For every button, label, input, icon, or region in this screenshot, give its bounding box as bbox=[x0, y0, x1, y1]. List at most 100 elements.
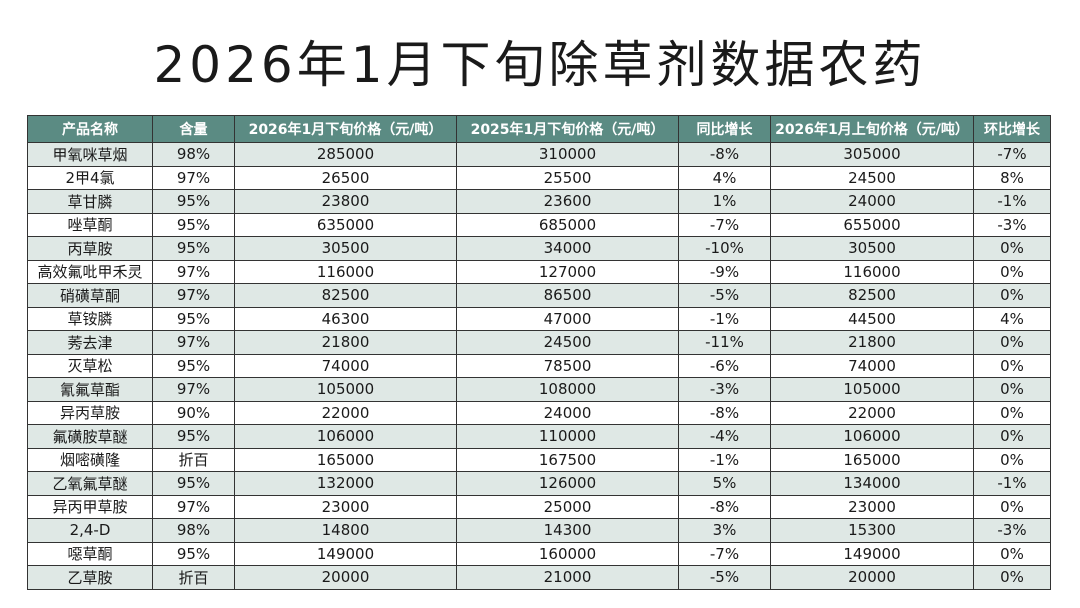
data-cell-text: 15300 bbox=[848, 521, 896, 540]
data-cell: 20000 bbox=[234, 565, 457, 590]
data-cell: 0% bbox=[973, 236, 1051, 261]
data-cell-text: -1% bbox=[997, 192, 1027, 211]
data-cell: 95% bbox=[152, 236, 235, 261]
data-cell-text: 116000 bbox=[843, 262, 901, 281]
data-cell: 126000 bbox=[456, 471, 679, 496]
data-cell: 甲氧咪草烟 bbox=[27, 142, 153, 167]
data-cell-text: 78500 bbox=[543, 356, 592, 375]
data-cell: -8% bbox=[678, 494, 771, 519]
data-cell: 莠去津 bbox=[27, 330, 153, 355]
data-cell: 110000 bbox=[456, 424, 679, 449]
data-cell: 14300 bbox=[456, 518, 679, 543]
data-cell-text: 异丙甲草胺 bbox=[52, 498, 128, 517]
header-cell-text: 含量 bbox=[179, 122, 208, 138]
data-cell: 44500 bbox=[770, 306, 974, 331]
data-cell: -7% bbox=[678, 212, 771, 237]
data-cell: 24000 bbox=[456, 400, 679, 425]
data-cell-text: 25000 bbox=[543, 497, 592, 516]
data-cell-text: 116000 bbox=[316, 262, 375, 281]
data-cell: 149000 bbox=[234, 541, 457, 566]
data-cell: 108000 bbox=[456, 377, 679, 402]
data-cell-text: 82500 bbox=[321, 286, 370, 305]
data-cell-text: 25500 bbox=[543, 168, 592, 187]
data-cell-text: 95% bbox=[176, 215, 211, 234]
data-cell-text: 165000 bbox=[316, 450, 375, 469]
data-cell-text: 3% bbox=[712, 521, 737, 540]
data-cell-text: 硝磺草酮 bbox=[59, 286, 120, 305]
data-cell: 4% bbox=[678, 165, 771, 190]
data-cell-text: 0% bbox=[1000, 497, 1024, 516]
data-cell-text: 21000 bbox=[543, 568, 592, 587]
data-cell-text: -6% bbox=[709, 356, 740, 375]
data-cell: -3% bbox=[973, 212, 1051, 237]
data-cell-text: 4% bbox=[712, 168, 737, 187]
data-cell: -11% bbox=[678, 330, 771, 355]
data-cell-text: 97% bbox=[176, 286, 211, 305]
data-cell-text: 97% bbox=[176, 168, 211, 187]
data-cell: 乙氧氟草醚 bbox=[27, 471, 153, 496]
data-cell: 23000 bbox=[234, 494, 457, 519]
data-cell-text: -3% bbox=[709, 380, 740, 399]
data-cell: 烟嘧磺隆 bbox=[27, 447, 153, 472]
data-cell-text: 285000 bbox=[316, 145, 375, 164]
data-cell: 折百 bbox=[152, 565, 235, 590]
data-cell-text: 105000 bbox=[843, 380, 901, 399]
data-cell-text: 655000 bbox=[843, 215, 901, 234]
data-cell-text: -11% bbox=[705, 333, 744, 352]
data-cell-text: 97% bbox=[176, 262, 211, 281]
data-cell: 异丙甲草胺 bbox=[27, 494, 153, 519]
data-cell-text: -8% bbox=[709, 403, 740, 422]
data-cell: 82500 bbox=[770, 283, 974, 308]
data-cell-text: 氰氟草酯 bbox=[59, 380, 120, 399]
data-cell: 165000 bbox=[770, 447, 974, 472]
data-cell-text: -1% bbox=[709, 450, 740, 469]
data-cell-text: 高效氟吡甲禾灵 bbox=[37, 263, 143, 282]
data-row: 异丙草胺 90% 22000 24000 -8% 22000 0% bbox=[27, 400, 1051, 425]
data-cell-text: 95% bbox=[176, 356, 211, 375]
data-cell-text: 莠去津 bbox=[67, 333, 113, 352]
data-cell-text: 95% bbox=[176, 427, 211, 446]
data-cell: 0% bbox=[973, 400, 1051, 425]
data-cell: 草铵膦 bbox=[27, 306, 153, 331]
data-cell: -7% bbox=[973, 142, 1051, 167]
data-cell: 噁草酮 bbox=[27, 541, 153, 566]
data-cell: 22000 bbox=[234, 400, 457, 425]
data-cell: 硝磺草酮 bbox=[27, 283, 153, 308]
data-cell-text: 110000 bbox=[538, 427, 597, 446]
data-cell: 高效氟吡甲禾灵 bbox=[27, 259, 153, 284]
data-cell-text: 46300 bbox=[321, 309, 370, 328]
data-cell: 86500 bbox=[456, 283, 679, 308]
data-cell-text: -3% bbox=[997, 521, 1027, 540]
data-cell: 97% bbox=[152, 330, 235, 355]
data-cell: 3% bbox=[678, 518, 771, 543]
data-cell: 95% bbox=[152, 541, 235, 566]
data-cell-text: 310000 bbox=[538, 145, 597, 164]
data-cell: 0% bbox=[973, 494, 1051, 519]
data-cell: 97% bbox=[152, 165, 235, 190]
data-cell: 5% bbox=[678, 471, 771, 496]
data-cell: 47000 bbox=[456, 306, 679, 331]
data-cell: 105000 bbox=[770, 377, 974, 402]
data-cell-text: 95% bbox=[176, 309, 211, 328]
data-row: 硝磺草酮 97% 82500 86500 -5% 82500 0% bbox=[27, 283, 1051, 308]
data-cell: 82500 bbox=[234, 283, 457, 308]
data-cell-text: 98% bbox=[176, 145, 211, 164]
data-cell: 21000 bbox=[456, 565, 679, 590]
data-cell-text: 烟嘧磺隆 bbox=[59, 451, 120, 470]
data-cell-text: 14300 bbox=[543, 521, 592, 540]
data-cell: -9% bbox=[678, 259, 771, 284]
data-cell: 97% bbox=[152, 377, 235, 402]
data-cell: 74000 bbox=[770, 353, 974, 378]
data-cell: 97% bbox=[152, 283, 235, 308]
data-cell: 0% bbox=[973, 447, 1051, 472]
data-cell-text: 折百 bbox=[178, 568, 209, 587]
data-cell-text: 149000 bbox=[316, 544, 375, 563]
data-cell: 106000 bbox=[770, 424, 974, 449]
data-row: 乙氧氟草醚 95% 132000 126000 5% 134000 -1% bbox=[27, 471, 1051, 496]
data-cell: 异丙草胺 bbox=[27, 400, 153, 425]
data-cell-text: 2甲4氯 bbox=[65, 169, 115, 188]
data-cell: 24500 bbox=[456, 330, 679, 355]
data-cell-text: -3% bbox=[997, 215, 1027, 234]
data-cell-text: 24500 bbox=[848, 168, 896, 187]
data-cell: 685000 bbox=[456, 212, 679, 237]
